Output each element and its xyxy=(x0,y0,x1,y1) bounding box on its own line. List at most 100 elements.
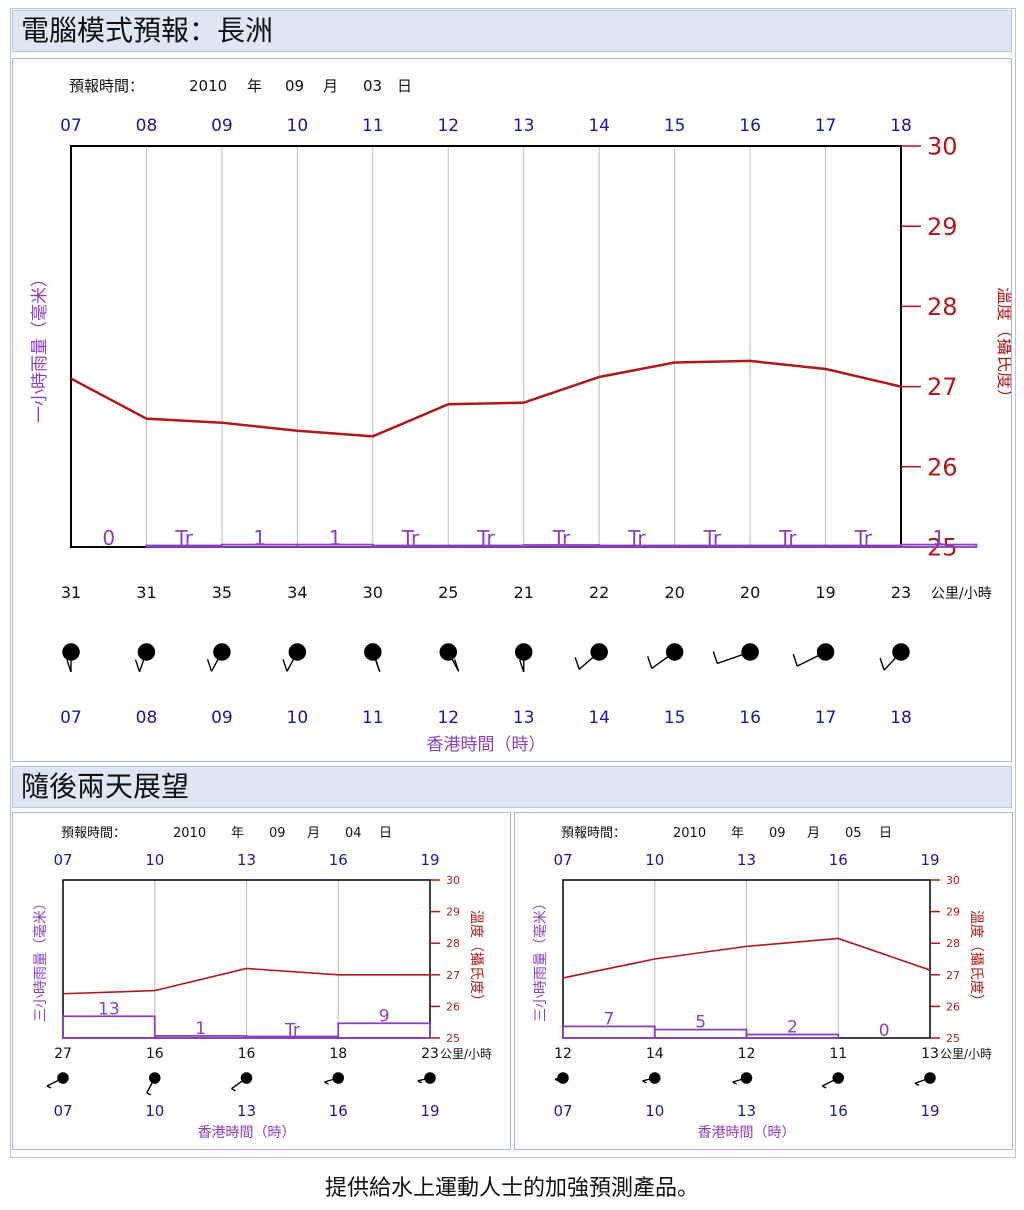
y-tick-label: 26 xyxy=(946,1000,960,1013)
wind-station-fill xyxy=(742,644,759,660)
wind-barb-feather xyxy=(554,1078,560,1082)
rain-value-label: Tr xyxy=(703,526,722,550)
wind-barb-staff xyxy=(578,651,600,670)
rain-bar xyxy=(900,543,978,548)
wind-speed-unit: 公里/小時 xyxy=(931,586,992,602)
wind-barb-icon xyxy=(46,1072,69,1089)
hour-label-bottom: 10 xyxy=(645,1102,664,1120)
wind-barb-feather xyxy=(417,1080,423,1084)
wind-speed-label: 19 xyxy=(815,583,835,602)
wind-barb-staff xyxy=(324,1077,339,1083)
forecast-time-label: 預報時間： xyxy=(69,77,144,95)
y-tick-label: 30 xyxy=(927,133,958,161)
wind-barb-icon xyxy=(914,1072,936,1086)
date-year: 2010 xyxy=(173,826,206,841)
rain-value-label: Tr xyxy=(854,526,873,550)
wind-barb-icon xyxy=(417,1072,436,1084)
wind-barb-icon xyxy=(134,643,156,672)
hour-label-bottom: 14 xyxy=(588,708,610,728)
hour-label-top: 16 xyxy=(329,851,348,869)
wind-barb-feather xyxy=(453,659,460,672)
rain-value-label: 1 xyxy=(195,1019,206,1039)
hour-label-top: 10 xyxy=(145,851,164,869)
wind-speed-label: 25 xyxy=(438,583,458,602)
hour-label-bottom: 10 xyxy=(287,708,309,728)
page-title: 電腦模式預報：長洲 xyxy=(12,10,1012,52)
wind-barb-icon xyxy=(282,643,307,672)
hour-label-top: 12 xyxy=(437,116,459,136)
y-tick-label: 29 xyxy=(946,906,960,919)
hour-label-top: 10 xyxy=(645,851,664,869)
temp-axis-title: 溫度（攝氏度） xyxy=(994,287,1011,406)
wind-barb-icon xyxy=(879,643,910,671)
wind-barb-feather xyxy=(375,659,381,672)
rain-value-label: 1 xyxy=(329,526,342,550)
date-day: 05 xyxy=(845,826,862,841)
outlook-day2-panel: 預報時間： 2010 年 09 月 05 日 07 07 10 10 13 13 16 16 19 19 25 26… xyxy=(514,812,1013,1150)
wind-speed-label: 22 xyxy=(589,583,609,602)
wind-barb-feather xyxy=(712,651,718,664)
wind-barb-staff xyxy=(46,1077,64,1087)
wind-barb-icon xyxy=(231,1072,253,1092)
hour-label-bottom: 17 xyxy=(815,708,837,728)
wind-barb-staff xyxy=(821,1077,839,1087)
x-axis-title: 香港時間（時） xyxy=(427,735,546,755)
wind-station-fill xyxy=(333,1073,344,1083)
wind-barb-icon xyxy=(324,1072,344,1085)
wind-barb-staff xyxy=(642,1077,655,1082)
date-year-unit: 年 xyxy=(231,826,244,841)
wind-speed-label: 20 xyxy=(664,583,684,602)
wind-barb-feather xyxy=(519,659,525,673)
y-tick-label: 28 xyxy=(927,293,958,321)
wind-barb-staff xyxy=(883,651,902,671)
wind-barb-feather xyxy=(324,1081,329,1085)
date-year-unit: 年 xyxy=(247,77,262,95)
hour-label-top: 07 xyxy=(553,851,572,869)
date-month-unit: 月 xyxy=(807,826,820,841)
wind-barb-icon xyxy=(821,1072,844,1089)
hour-label-bottom: 16 xyxy=(829,1102,848,1120)
hour-label-top: 11 xyxy=(362,116,384,136)
hour-label-bottom: 16 xyxy=(329,1102,348,1120)
date-month: 09 xyxy=(269,826,286,841)
outlook-title: 隨後兩天展望 xyxy=(12,766,1012,808)
plot-frame xyxy=(70,145,902,548)
wind-barb-staff xyxy=(138,651,148,672)
outlook-day2-chart: 預報時間： 2010 年 09 月 05 日070710101313161619192526… xyxy=(532,826,992,1141)
hour-label-bottom: 11 xyxy=(362,708,384,728)
wind-barb-staff xyxy=(231,1077,247,1090)
footer-note: 提供給水上運動人士的加強預測產品。 xyxy=(324,1176,699,1201)
hour-label-bottom: 13 xyxy=(513,708,535,728)
rain-value-label: Tr xyxy=(627,526,646,550)
hour-label-bottom: 12 xyxy=(437,708,459,728)
wind-barb-icon xyxy=(712,643,759,665)
y-tick-label: 25 xyxy=(946,1032,960,1045)
wind-barb-feather xyxy=(282,659,288,672)
y-tick-label: 27 xyxy=(946,969,960,982)
hour-label-bottom: 15 xyxy=(664,708,686,728)
y-tick-label: 25 xyxy=(446,1032,460,1045)
rain-value-label: 1 xyxy=(932,526,945,550)
rain-value-label: 7 xyxy=(603,1009,614,1029)
wind-barb-staff xyxy=(554,1077,564,1080)
wind-speed-label: 35 xyxy=(212,583,232,602)
wind-speed-label: 31 xyxy=(136,583,156,602)
hour-label-top: 07 xyxy=(60,116,82,136)
wind-speed-label: 16 xyxy=(146,1046,164,1062)
wind-barb-feather xyxy=(46,1085,52,1089)
wind-barb-feather xyxy=(879,657,885,671)
hour-label-bottom: 07 xyxy=(553,1102,572,1120)
date-day-unit: 日 xyxy=(397,77,412,95)
wind-speed-label: 12 xyxy=(554,1046,572,1062)
y-tick-label: 26 xyxy=(446,1000,460,1013)
wind-speed-label: 23 xyxy=(421,1046,439,1062)
rain-bar xyxy=(745,1033,840,1039)
wind-barb-feather xyxy=(821,1085,827,1089)
wind-station-fill xyxy=(649,1073,660,1083)
rain-value-label: 9 xyxy=(379,1006,390,1026)
hour-label-bottom: 07 xyxy=(60,708,82,728)
temp-axis-title: 溫度（攝氏度） xyxy=(968,910,984,1008)
main-forecast-chart: 預報時間： 2010 年 09 月 03 日070708080909101011111212… xyxy=(30,77,1014,755)
hour-label-top: 15 xyxy=(664,116,686,136)
wind-station-fill xyxy=(364,644,381,660)
